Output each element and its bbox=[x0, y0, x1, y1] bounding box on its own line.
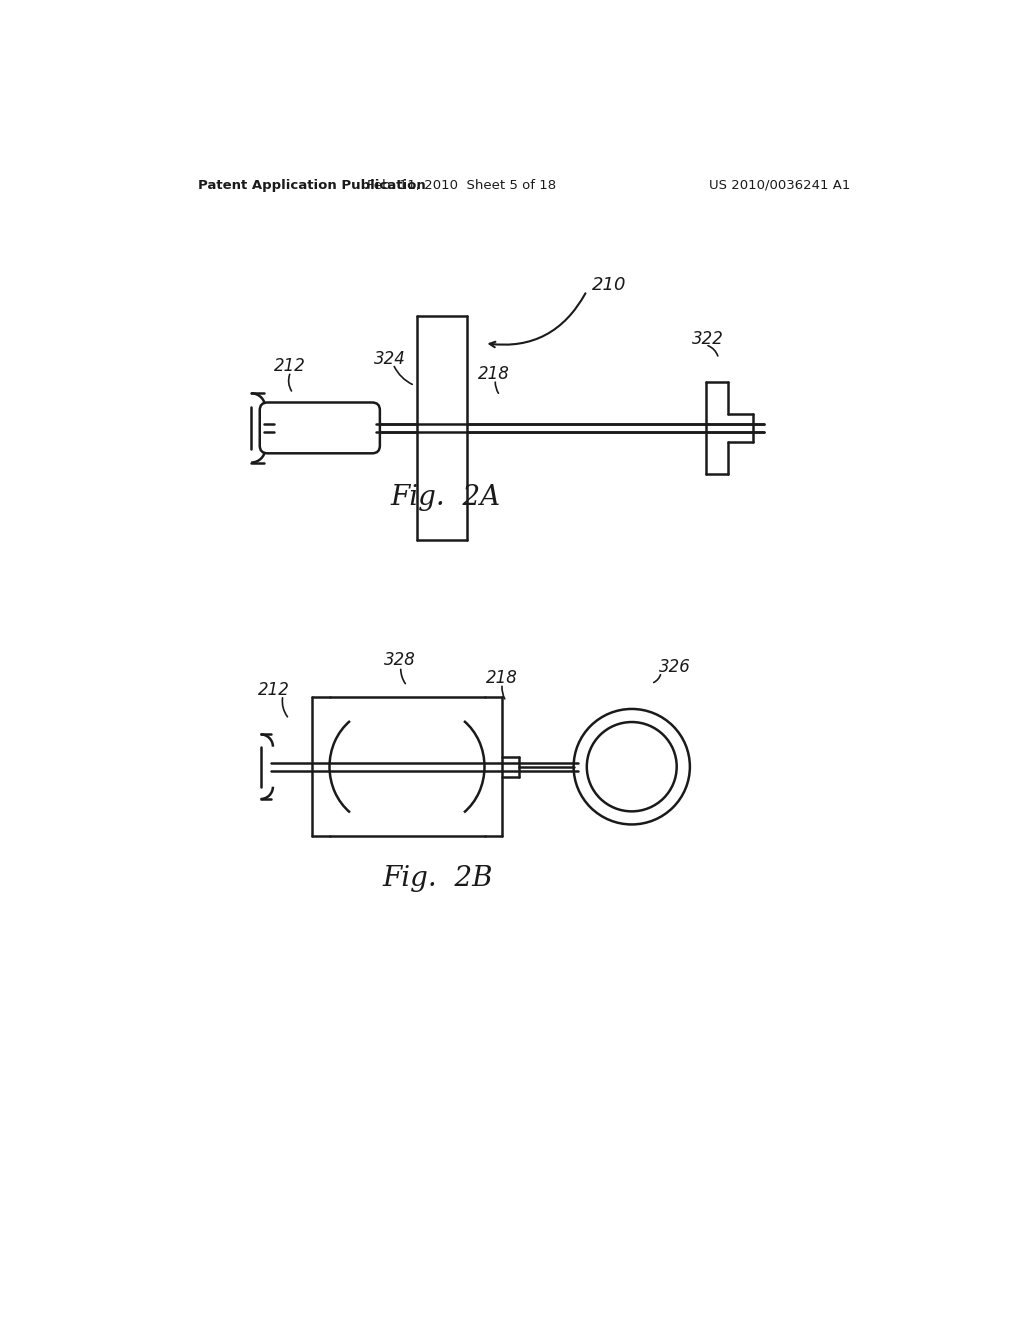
Text: 212: 212 bbox=[273, 358, 305, 375]
Text: 210: 210 bbox=[592, 276, 626, 294]
FancyBboxPatch shape bbox=[260, 403, 380, 453]
Text: 324: 324 bbox=[375, 350, 407, 367]
Text: 322: 322 bbox=[692, 330, 724, 348]
Text: Patent Application Publication: Patent Application Publication bbox=[198, 178, 426, 191]
Text: Fig.  2A: Fig. 2A bbox=[391, 484, 501, 511]
Text: 218: 218 bbox=[478, 366, 510, 383]
Text: 328: 328 bbox=[384, 652, 416, 669]
Text: Fig.  2B: Fig. 2B bbox=[383, 865, 494, 892]
Text: 212: 212 bbox=[258, 681, 290, 698]
Text: 326: 326 bbox=[658, 657, 691, 676]
Text: 218: 218 bbox=[486, 669, 518, 688]
Text: US 2010/0036241 A1: US 2010/0036241 A1 bbox=[710, 178, 851, 191]
Text: Feb. 11, 2010  Sheet 5 of 18: Feb. 11, 2010 Sheet 5 of 18 bbox=[367, 178, 556, 191]
